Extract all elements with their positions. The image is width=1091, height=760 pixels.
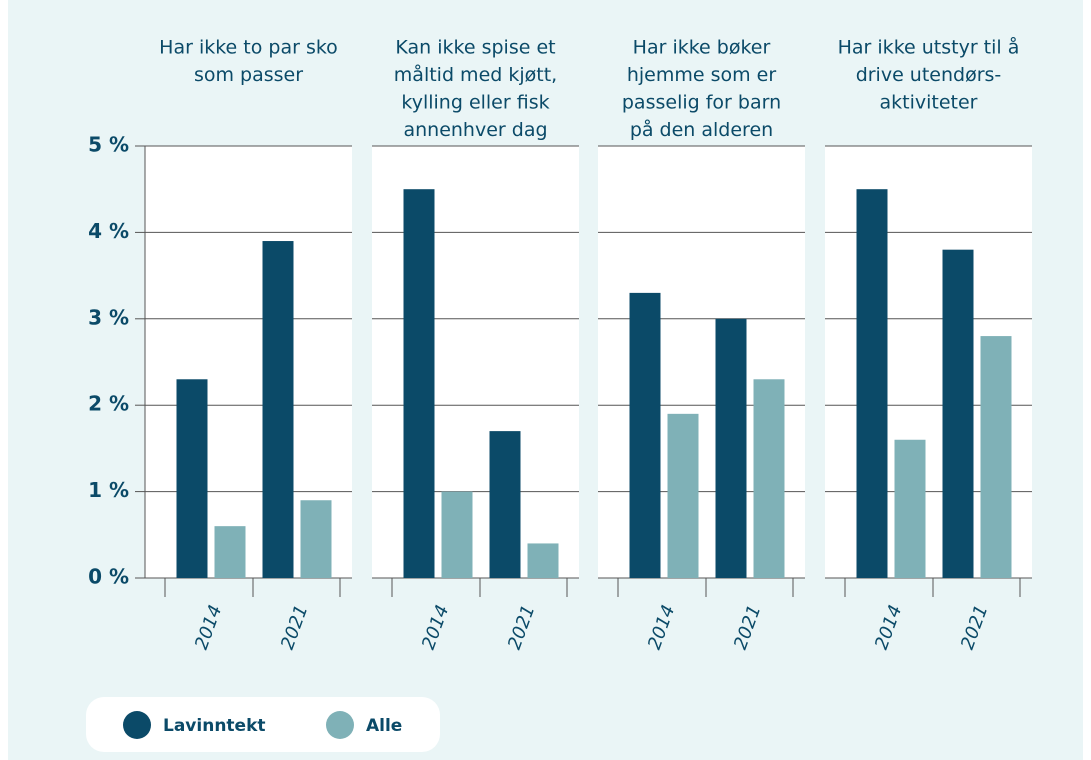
legend-swatch bbox=[123, 711, 151, 739]
panel-title: Har ikke utstyr til å bbox=[838, 36, 1020, 59]
legend-label: Alle bbox=[366, 716, 402, 736]
bar bbox=[715, 318, 747, 578]
panel-title: som passer bbox=[194, 64, 303, 86]
panel bbox=[372, 146, 579, 578]
bar bbox=[300, 500, 332, 578]
panel-title: Kan ikke spise et bbox=[395, 37, 555, 59]
panel-title: passelig for barn bbox=[622, 92, 781, 114]
y-tick-label: 5 % bbox=[88, 133, 129, 157]
bar bbox=[262, 241, 294, 579]
bar bbox=[489, 431, 521, 578]
panel-title: Har ikke bøker bbox=[633, 37, 771, 59]
bar bbox=[214, 526, 246, 578]
panel-title: på den alderen bbox=[630, 118, 773, 141]
y-tick-label: 1 % bbox=[88, 478, 129, 502]
bar bbox=[753, 379, 785, 578]
y-tick-label: 3 % bbox=[88, 305, 129, 329]
bar bbox=[629, 292, 661, 578]
panel-title: måltid med kjøtt, bbox=[394, 63, 557, 86]
y-tick-label: 0 % bbox=[88, 565, 129, 589]
panel-title: hjemme som er bbox=[627, 64, 777, 86]
bar bbox=[176, 379, 208, 578]
bar bbox=[942, 249, 974, 578]
bar bbox=[980, 336, 1012, 578]
legend-label: Lavinntekt bbox=[163, 716, 266, 736]
legend-swatch bbox=[326, 711, 354, 739]
panel-title: kylling eller fisk bbox=[401, 92, 549, 114]
bar bbox=[527, 543, 559, 578]
bar bbox=[894, 439, 926, 578]
bar bbox=[441, 491, 473, 578]
y-tick-label: 2 % bbox=[88, 392, 129, 416]
bar bbox=[403, 189, 435, 578]
panel-title: aktiviteter bbox=[880, 92, 978, 114]
y-tick-label: 4 % bbox=[88, 219, 129, 243]
panel-title: Har ikke to par sko bbox=[159, 37, 338, 59]
panel-title: annenhver dag bbox=[403, 119, 547, 141]
legend-box bbox=[86, 697, 440, 752]
panel-title: drive utendørs- bbox=[856, 64, 1002, 86]
bar bbox=[856, 189, 888, 578]
bar bbox=[667, 413, 699, 578]
